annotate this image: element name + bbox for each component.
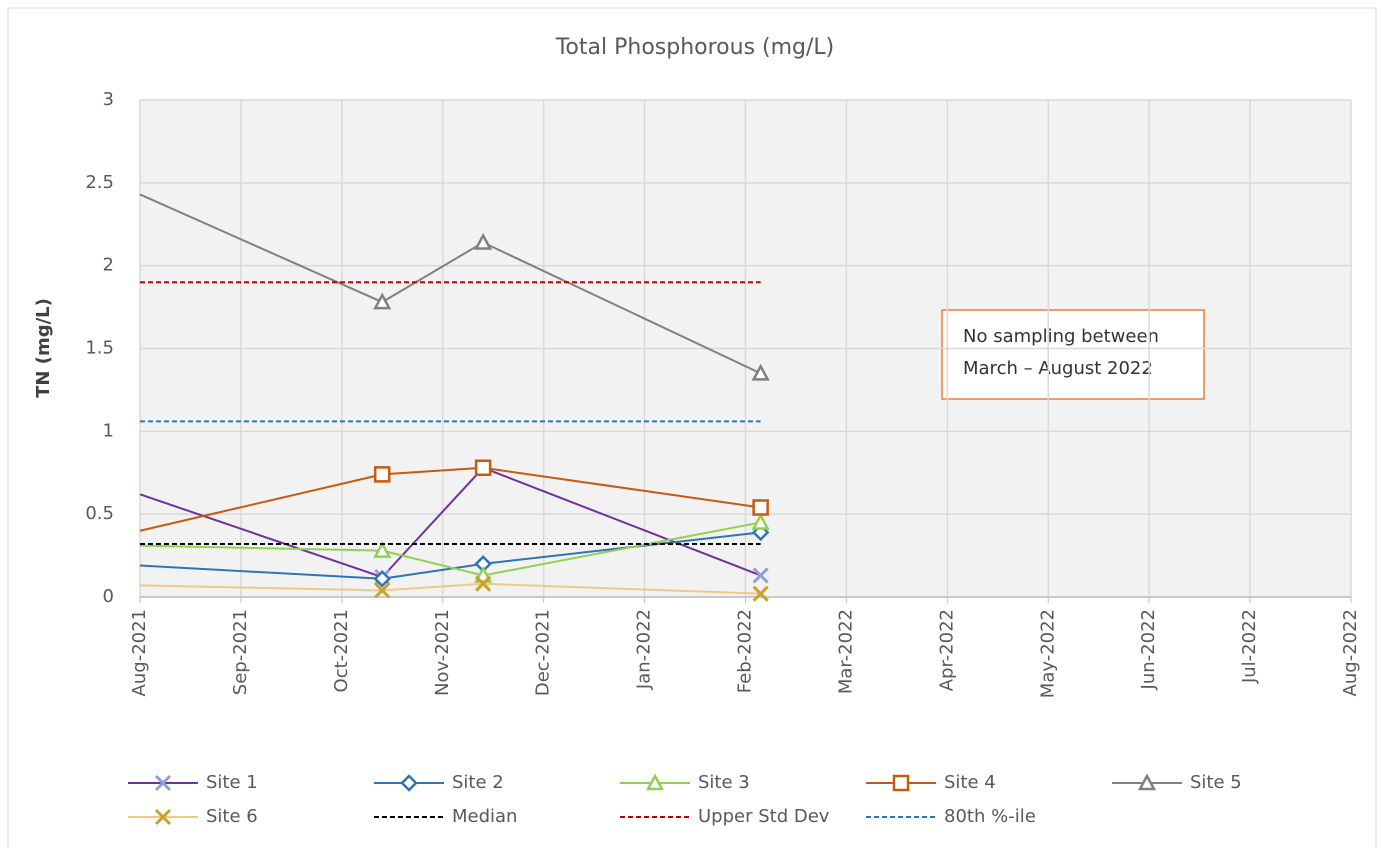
annotation-box bbox=[941, 309, 1205, 400]
marker bbox=[373, 466, 391, 483]
y-tick-label: 0.5 bbox=[85, 503, 114, 524]
x-tick-label: Dec-2021 bbox=[533, 609, 554, 696]
marker bbox=[373, 570, 391, 588]
marker-stroke bbox=[154, 808, 172, 826]
series-line bbox=[139, 193, 762, 375]
marker-stroke bbox=[752, 567, 769, 584]
y-tick-label: 1.5 bbox=[85, 338, 114, 359]
x-tick-label: Nov-2021 bbox=[432, 609, 453, 696]
marker bbox=[1137, 773, 1157, 791]
marker bbox=[751, 512, 770, 530]
legend-label: Site 3 bbox=[698, 772, 750, 793]
marker bbox=[154, 774, 172, 792]
marker bbox=[400, 774, 418, 792]
marker bbox=[752, 567, 769, 584]
x-tick-label: Jul-2022 bbox=[1239, 609, 1260, 684]
legend-label: Site 4 bbox=[944, 772, 996, 793]
x-tick-label: Sep-2021 bbox=[230, 609, 251, 695]
legend-label: Site 2 bbox=[452, 772, 504, 793]
marker-stroke bbox=[752, 585, 769, 602]
y-tick-label: 1 bbox=[103, 420, 114, 441]
x-tick-label: Aug-2021 bbox=[129, 609, 150, 696]
y-tick-label: 0 bbox=[103, 586, 114, 607]
series-line bbox=[139, 466, 761, 532]
chart-title: Total Phosphorous (mg/L) bbox=[555, 35, 835, 60]
legend-label: Median bbox=[452, 806, 517, 827]
marker bbox=[751, 363, 770, 381]
legend-label: 80th %-ile bbox=[944, 806, 1036, 827]
x-tick-label: May-2022 bbox=[1037, 609, 1058, 698]
x-tick-label: Feb-2022 bbox=[735, 609, 756, 693]
legend-label: Upper Std Dev bbox=[698, 806, 830, 827]
marker-stroke bbox=[475, 575, 492, 592]
y-tick-label: 2.5 bbox=[85, 172, 114, 193]
marker bbox=[374, 582, 391, 599]
y-axis-label: TN (mg/L) bbox=[33, 298, 54, 398]
marker bbox=[752, 585, 769, 602]
x-tick-label: Apr-2022 bbox=[936, 609, 957, 691]
marker bbox=[373, 540, 392, 558]
marker bbox=[892, 774, 910, 792]
x-tick-label: Mar-2022 bbox=[835, 609, 856, 694]
series-line bbox=[139, 521, 761, 577]
marker-stroke bbox=[154, 774, 172, 792]
marker bbox=[474, 232, 493, 250]
x-tick-label: Jan-2022 bbox=[634, 609, 655, 690]
legend-label: Site 1 bbox=[206, 772, 258, 793]
series-line bbox=[139, 582, 761, 595]
y-tick-label: 2 bbox=[103, 255, 114, 276]
legend-label: Site 5 bbox=[1190, 772, 1242, 793]
marker bbox=[154, 808, 172, 826]
marker bbox=[645, 773, 665, 791]
x-tick-label: Oct-2021 bbox=[331, 609, 352, 692]
marker bbox=[373, 292, 392, 310]
annotation-line: March – August 2022 bbox=[963, 358, 1153, 379]
marker bbox=[475, 575, 492, 592]
y-tick-label: 3 bbox=[103, 89, 114, 110]
marker bbox=[474, 459, 492, 477]
marker-stroke bbox=[374, 582, 391, 599]
legend-label: Site 6 bbox=[206, 806, 258, 827]
marker bbox=[752, 499, 769, 516]
x-tick-label: Jun-2022 bbox=[1138, 609, 1159, 690]
x-tick-label: Aug-2022 bbox=[1340, 609, 1361, 696]
series-line bbox=[139, 466, 761, 579]
annotation-line: No sampling between bbox=[963, 326, 1159, 347]
